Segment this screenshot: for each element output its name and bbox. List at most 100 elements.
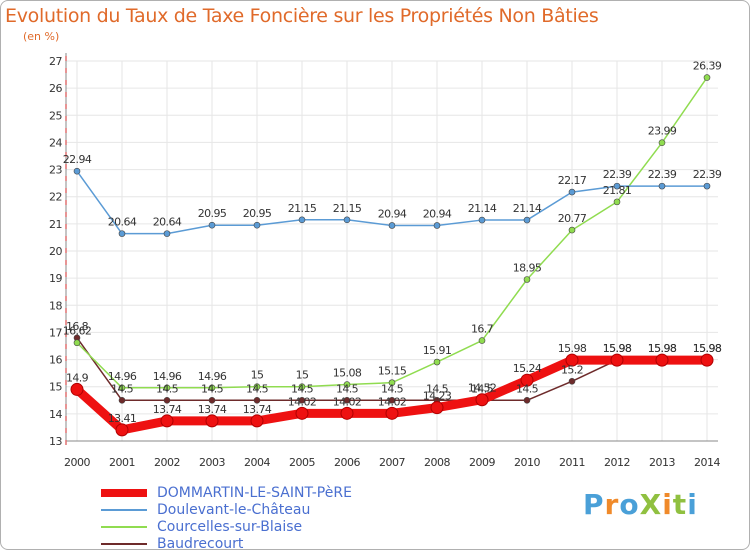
data-label: 15.98 — [648, 342, 677, 355]
y-tick-label: 24 — [49, 136, 62, 149]
data-label: 22.17 — [558, 174, 587, 187]
data-point — [163, 396, 171, 404]
data-point — [703, 182, 711, 190]
data-point — [568, 188, 576, 196]
data-label: 14.9 — [66, 371, 89, 384]
x-tick-label: 2013 — [649, 456, 675, 469]
data-label: 15.98 — [603, 342, 632, 355]
data-label: 15 — [296, 369, 309, 382]
data-label: 14.52 — [468, 382, 497, 395]
data-point — [73, 167, 81, 175]
data-label: 21.15 — [288, 202, 317, 215]
data-label: 21.15 — [333, 202, 362, 215]
x-tick-label: 2007 — [379, 456, 405, 469]
legend-label: DOMMARTIN-LE-SAINT-PèRE — [157, 485, 352, 501]
data-point — [163, 230, 171, 237]
data-point — [700, 353, 714, 367]
data-label: 20.95 — [243, 207, 272, 220]
data-point — [208, 396, 216, 404]
data-point — [163, 384, 171, 392]
data-label: 20.94 — [423, 207, 452, 220]
data-label: 14.5 — [516, 382, 539, 395]
data-point — [478, 337, 486, 344]
data-label: 14.02 — [288, 395, 317, 408]
data-label: 21.14 — [513, 202, 542, 215]
data-point — [208, 221, 216, 229]
data-label: 14.5 — [291, 382, 314, 395]
x-tick-label: 2001 — [109, 456, 135, 469]
y-tick-label: 21 — [49, 218, 62, 231]
data-point — [115, 423, 129, 437]
data-label: 15.24 — [513, 362, 542, 375]
data-label: 14.5 — [201, 382, 224, 395]
logo-letter: X — [639, 488, 663, 521]
data-point — [295, 406, 309, 420]
data-label: 21.81 — [603, 184, 632, 197]
x-tick-label: 2008 — [424, 456, 450, 469]
x-tick-label: 2003 — [199, 456, 225, 469]
data-label: 14.02 — [333, 395, 362, 408]
x-tick-label: 2005 — [289, 456, 315, 469]
legend-label: Courcelles-sur-Blaise — [157, 519, 303, 535]
data-point — [298, 396, 306, 404]
x-tick-label: 2000 — [64, 456, 90, 469]
data-point — [340, 406, 354, 420]
data-point — [388, 396, 396, 404]
data-point — [478, 216, 486, 224]
data-label: 15.2 — [561, 363, 583, 376]
data-point — [523, 216, 531, 224]
data-point — [568, 377, 576, 385]
data-point — [388, 379, 396, 386]
x-tick-label: 2006 — [334, 456, 360, 469]
data-label: 15.98 — [648, 342, 677, 355]
data-point — [343, 216, 351, 224]
data-point — [613, 198, 621, 206]
data-point — [343, 381, 351, 388]
logo-letter: o — [619, 488, 640, 521]
data-point — [208, 384, 216, 392]
y-tick-label: 25 — [49, 109, 62, 122]
y-tick-label: 16 — [49, 354, 62, 367]
data-label: 14.5 — [426, 382, 449, 395]
y-tick-label: 15 — [49, 381, 62, 394]
legend-swatch — [101, 526, 147, 528]
data-point — [343, 396, 351, 404]
data-point — [430, 401, 444, 415]
x-tick-label: 2011 — [559, 456, 585, 469]
data-label: 18.95 — [513, 262, 542, 275]
data-point — [70, 382, 84, 396]
y-tick-label: 18 — [49, 299, 62, 312]
data-point — [523, 276, 531, 283]
data-point — [520, 373, 534, 387]
data-point — [298, 216, 306, 224]
data-point — [433, 358, 441, 366]
data-label: 15.15 — [378, 365, 407, 378]
data-label: 14.5 — [336, 382, 359, 395]
data-label: 16.62 — [63, 325, 92, 338]
data-label: 15.08 — [333, 367, 362, 380]
data-point — [433, 222, 441, 229]
data-point — [385, 406, 399, 420]
logo-letter: i — [662, 488, 673, 521]
data-point — [388, 222, 396, 229]
data-label: 15 — [251, 369, 264, 382]
data-label: 20.94 — [378, 207, 407, 220]
y-tick-label: 26 — [49, 82, 62, 95]
data-label: 23.99 — [648, 125, 677, 138]
data-label: 20.95 — [198, 207, 227, 220]
data-label: 22.39 — [603, 168, 632, 181]
data-point — [118, 396, 126, 404]
data-label: 22.39 — [648, 168, 677, 181]
data-label: 20.64 — [108, 216, 137, 229]
y-tick-label: 23 — [49, 164, 62, 177]
x-tick-label: 2004 — [244, 456, 270, 469]
data-label: 14.96 — [198, 370, 227, 383]
data-point — [655, 353, 669, 367]
line-chart: 13 14 15 16 17 18 19 20 21 22 23 24 25 26 27 2000 2001 20… — [49, 53, 722, 469]
legend-swatch — [101, 509, 147, 511]
x-tick-label: 2012 — [604, 456, 630, 469]
data-label: 15.98 — [693, 342, 722, 355]
data-label: 22.94 — [63, 153, 92, 166]
data-point — [610, 353, 624, 367]
